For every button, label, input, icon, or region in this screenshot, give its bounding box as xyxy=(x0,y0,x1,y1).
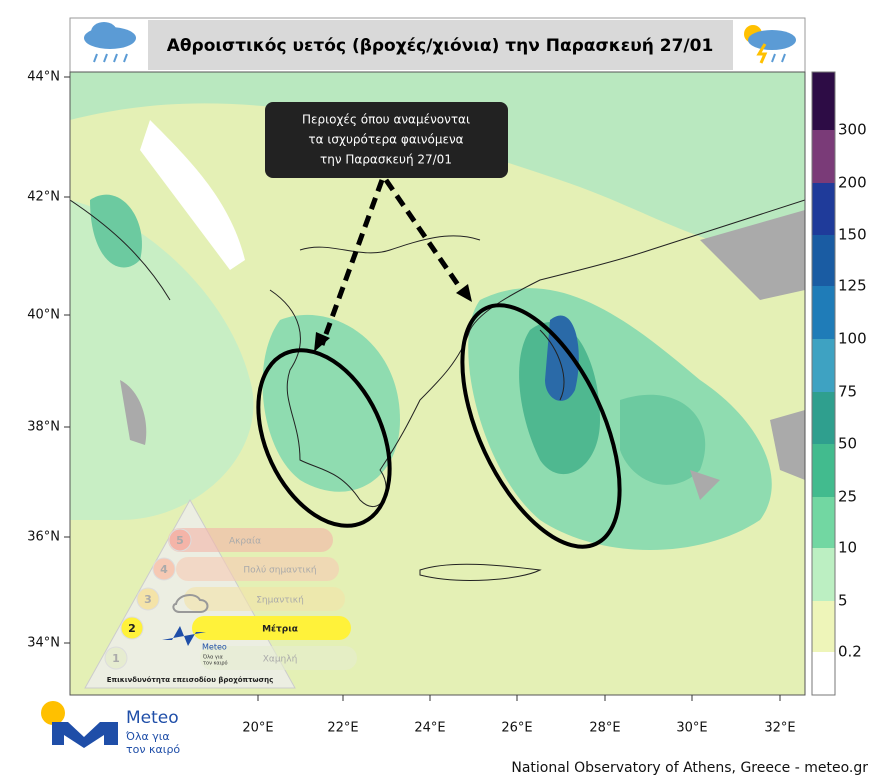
title-band xyxy=(148,20,733,70)
lat-label: 42°N xyxy=(27,190,60,205)
colorbar-segment xyxy=(812,183,835,235)
lon-label: 28°E xyxy=(589,721,620,736)
risk-band xyxy=(184,587,345,611)
colorbar-segment xyxy=(812,548,835,601)
risk-badge xyxy=(120,616,144,640)
colorbar-segment xyxy=(812,286,835,339)
colorbar-segment xyxy=(812,497,835,548)
colorbar-segment xyxy=(812,652,835,695)
risk-label: Σημαντική xyxy=(256,596,304,606)
lon-label: 24°E xyxy=(414,721,445,736)
risk-scale: 5 Ακραία 4 Πολύ σημαντική 3 Σημαντική 2 Μέτρια 1… xyxy=(84,498,357,689)
lat-label: 36°N xyxy=(27,530,60,545)
map-area xyxy=(70,72,805,695)
logo: Meteo Όλα για τον καιρό xyxy=(41,701,180,756)
lat-label: 44°N xyxy=(27,70,60,85)
colorbar-label: 150 xyxy=(838,226,867,244)
map-frame xyxy=(69,71,806,696)
footer: National Observatory of Athens, Greece -… xyxy=(511,760,868,776)
colorbar-label: 10 xyxy=(838,539,857,557)
risk-badge xyxy=(168,528,192,552)
annotation-line: Περιοχές όπου αναμένονται xyxy=(302,113,470,127)
risk-number: 5 xyxy=(176,534,184,547)
colorbar-label: 5 xyxy=(838,592,848,610)
risk-band xyxy=(200,646,357,670)
colorbar-segment xyxy=(812,601,835,652)
colorbar-segment xyxy=(812,339,835,392)
colorbar-label: 200 xyxy=(838,174,867,192)
colorbar-label: 100 xyxy=(838,330,867,348)
annotation: Περιοχές όπου αναμένονται τα ισχυρότερα φ… xyxy=(302,113,470,167)
risk-band xyxy=(192,616,351,640)
rain-icon xyxy=(84,22,136,63)
colorbar-label: 0.2 xyxy=(838,643,862,661)
logo-tagline: Όλα για xyxy=(125,730,170,743)
colorbar-label: 25 xyxy=(838,488,857,506)
risk-number: 2 xyxy=(128,622,136,635)
colorbar-label: 50 xyxy=(838,435,857,453)
colorbar-segment xyxy=(812,130,835,183)
risk-number: 1 xyxy=(112,652,120,665)
title: Αθροιστικός υετός (βροχές/χιόνια) την Πα… xyxy=(167,36,714,56)
colorbar-segment xyxy=(812,444,835,497)
risk-badge xyxy=(104,646,128,670)
logo-name: Meteo xyxy=(126,708,179,728)
lat-label: 38°N xyxy=(27,420,60,435)
colorbar-frame xyxy=(811,71,836,696)
colorbar-segment xyxy=(812,72,835,130)
annotation-line: τα ισχυρότερα φαινόμενα xyxy=(308,133,463,147)
risk-logo-tagline: Όλα για xyxy=(202,654,224,661)
risk-band xyxy=(176,557,339,581)
lon-label: 22°E xyxy=(327,721,358,736)
annotation-box xyxy=(265,102,508,178)
risk-number: 3 xyxy=(144,593,152,606)
risk-label: Μέτρια xyxy=(262,624,298,635)
lon-label: 30°E xyxy=(676,721,707,736)
lon-label: 32°E xyxy=(764,721,795,736)
lon-label: 20°E xyxy=(242,721,273,736)
axes: 44°N 42°N 40°N 38°N 36°N 34°N 20°E 22°E 24°E 26°E… xyxy=(27,70,795,736)
risk-badge xyxy=(136,587,160,611)
colorbar-segment xyxy=(812,392,835,444)
annotation-line: την Παρασκευή 27/01 xyxy=(320,153,452,167)
risk-badge xyxy=(152,557,176,581)
storm-icon xyxy=(744,25,796,64)
logo-tagline: τον καιρό xyxy=(126,743,180,756)
colorbar: 300 200 150 125 100 75 50 25 10 5 0.2 xyxy=(811,71,867,696)
risk-logo: Meteo xyxy=(202,643,227,652)
risk-band xyxy=(168,528,333,552)
lat-label: 34°N xyxy=(27,636,60,651)
risk-label: Πολύ σημαντική xyxy=(243,565,316,576)
risk-label: Χαμηλή xyxy=(263,655,298,665)
lon-label: 26°E xyxy=(501,721,532,736)
colorbar-segment xyxy=(812,235,835,286)
risk-logo-tagline: τον καιρό xyxy=(203,660,228,667)
colorbar-label: 125 xyxy=(838,277,867,295)
risk-label: Ακραία xyxy=(229,537,261,547)
risk-number: 4 xyxy=(160,563,168,576)
lat-label: 40°N xyxy=(27,308,60,323)
risk-caption: Επικινδυνότητα επεισοδίου βροχόπτωσης xyxy=(107,676,273,684)
colorbar-label: 300 xyxy=(838,121,867,139)
colorbar-label: 75 xyxy=(838,383,857,401)
